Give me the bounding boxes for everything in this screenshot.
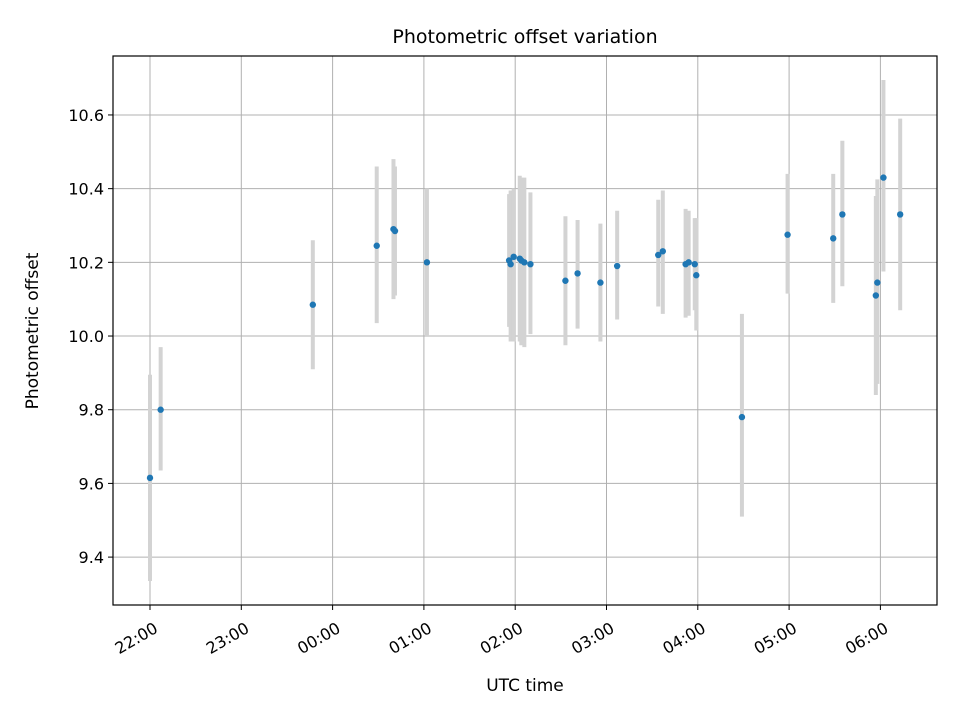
data-point	[507, 260, 514, 268]
data-point	[874, 279, 881, 286]
data-point	[373, 242, 380, 249]
data-point	[839, 211, 846, 218]
data-point	[685, 259, 692, 266]
data-point	[830, 235, 837, 242]
data-point	[527, 260, 534, 268]
data-point	[157, 406, 164, 413]
data-point	[521, 259, 528, 266]
data-point	[655, 251, 662, 259]
data-point	[693, 272, 700, 279]
chart-title: Photometric offset variation	[392, 26, 657, 48]
plot-frame	[112, 55, 938, 606]
data-point	[880, 174, 887, 181]
data-point	[391, 227, 399, 235]
data-point	[872, 292, 880, 299]
y-tick-label: 10.0	[68, 327, 104, 346]
y-tick-label: 10.2	[68, 253, 104, 272]
data-point	[562, 277, 569, 284]
data-point	[896, 211, 904, 218]
data-point	[784, 231, 791, 238]
data-point	[659, 248, 667, 255]
y-tick-label: 9.4	[79, 548, 104, 567]
data-point	[597, 279, 604, 286]
y-tick-label: 10.4	[68, 180, 104, 199]
data-point	[691, 260, 698, 268]
data-point	[574, 270, 581, 277]
y-tick-label: 10.6	[68, 106, 104, 125]
data-point	[309, 301, 317, 308]
data-point	[510, 253, 517, 261]
data-point	[146, 474, 154, 482]
data-point	[613, 262, 621, 270]
y-tick-label: 9.8	[79, 401, 104, 420]
y-axis-label: Photometric offset	[23, 252, 43, 409]
y-axis-ticks: 9.4 9.6 9.8 10.0 10.2 10.4 10.6	[68, 106, 113, 567]
data-point	[738, 413, 746, 421]
y-tick-label: 9.6	[79, 474, 104, 493]
data-points	[146, 174, 904, 482]
data-point	[423, 259, 431, 266]
x-axis-label: UTC time	[486, 676, 564, 696]
